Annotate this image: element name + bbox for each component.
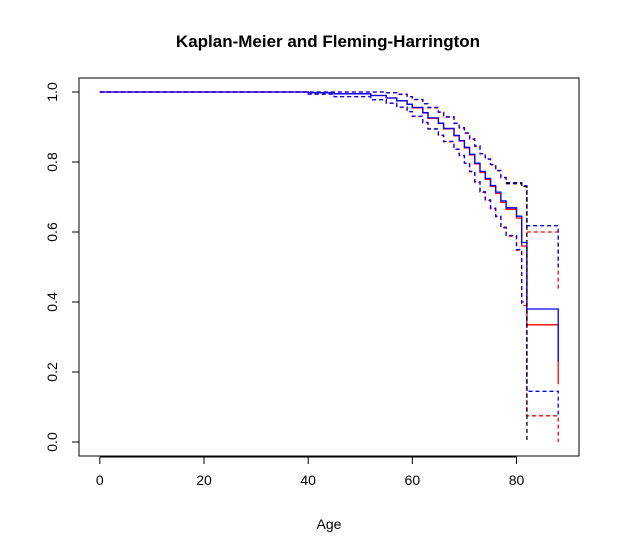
series-line-2	[99, 91, 559, 362]
plot-lines	[99, 91, 559, 442]
y-tick-label: 0.2	[44, 362, 60, 382]
x-tick-label: 80	[509, 472, 525, 488]
x-tick-label: 0	[96, 472, 104, 488]
y-tick-label: 0.4	[44, 292, 60, 312]
y-tick-label: 1.0	[44, 82, 60, 102]
x-tick-label: 20	[196, 472, 212, 488]
y-tick-label: 0.8	[44, 152, 60, 172]
series-line-6	[99, 91, 559, 418]
series-line-5	[99, 91, 559, 267]
chart-title: Kaplan-Meier and Fleming-Harrington	[176, 32, 480, 51]
y-axis: 0.0 0.2 0.4 0.6 0.8 1.0	[44, 82, 80, 452]
x-tick-label: 40	[300, 472, 316, 488]
x-tick-label: 60	[405, 472, 421, 488]
y-tick-label: 0.6	[44, 222, 60, 242]
y-tick-label: 0.0	[44, 432, 60, 452]
x-axis-title: Age	[317, 516, 342, 532]
x-axis: 0 20 40 60 80	[96, 456, 525, 488]
series-line-7	[506, 183, 528, 442]
